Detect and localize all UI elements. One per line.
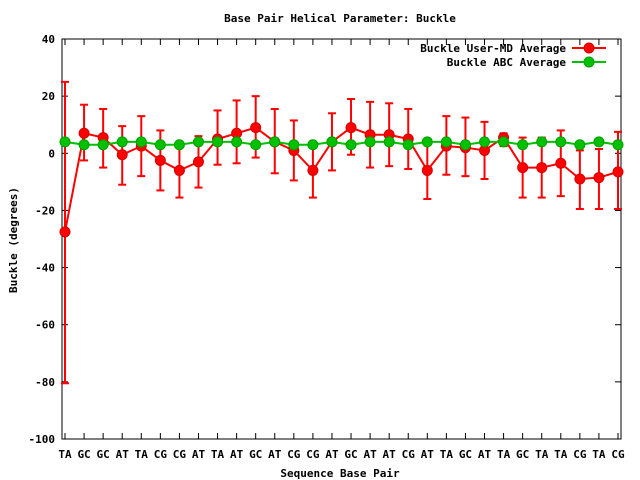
x-tick-label: GC bbox=[516, 448, 529, 461]
series-user-md bbox=[59, 80, 624, 385]
chart-title: Base Pair Helical Parameter: Buckle bbox=[224, 12, 456, 25]
legend-label-abc: Buckle ABC Average bbox=[447, 56, 567, 69]
x-tick-label: AT bbox=[116, 448, 130, 461]
x-tick-label: CG bbox=[402, 448, 416, 461]
x-tick-label: AT bbox=[325, 448, 339, 461]
data-point-user-md bbox=[593, 172, 605, 184]
data-point-abc bbox=[555, 136, 567, 148]
data-point-user-md bbox=[612, 166, 624, 178]
data-point-abc bbox=[536, 136, 548, 148]
data-point-abc bbox=[192, 136, 204, 148]
x-tick-label: GC bbox=[344, 448, 357, 461]
data-point-abc bbox=[383, 136, 395, 148]
data-point-abc bbox=[288, 139, 300, 151]
plot-frame bbox=[61, 38, 622, 440]
x-tick-label: AT bbox=[478, 448, 492, 461]
data-point-user-md bbox=[250, 122, 262, 134]
data-point-abc bbox=[97, 139, 109, 151]
data-point-abc bbox=[517, 139, 529, 151]
data-point-user-md bbox=[574, 173, 586, 185]
data-point-abc bbox=[154, 139, 166, 151]
y-tick-label: -80 bbox=[35, 376, 55, 389]
x-tick-label: TA bbox=[211, 448, 225, 461]
x-tick-label: GC bbox=[97, 448, 110, 461]
data-point-user-md bbox=[192, 156, 204, 168]
y-tick-label: -60 bbox=[35, 319, 55, 332]
data-point-abc bbox=[231, 136, 243, 148]
legend: Buckle User-MD Average Buckle ABC Averag… bbox=[420, 42, 606, 69]
y-axis-label: Buckle (degrees) bbox=[7, 187, 20, 293]
data-point-user-md bbox=[307, 164, 319, 176]
x-tick-label: AT bbox=[230, 448, 244, 461]
data-point-abc bbox=[479, 136, 491, 148]
data-point-user-md bbox=[536, 162, 548, 174]
data-point-abc bbox=[116, 136, 128, 148]
x-tick-label: CG bbox=[573, 448, 587, 461]
data-point-user-md bbox=[421, 164, 433, 176]
y-tick-label: -20 bbox=[35, 204, 55, 217]
x-tick-label: TA bbox=[135, 448, 149, 461]
legend-marker-abc bbox=[583, 56, 595, 68]
x-tick-label: CG bbox=[173, 448, 187, 461]
x-axis-label: Sequence Base Pair bbox=[280, 467, 400, 480]
data-point-user-md bbox=[555, 157, 567, 169]
x-tick-label: GC bbox=[249, 448, 262, 461]
y-tick-label: 20 bbox=[42, 90, 55, 103]
data-point-abc bbox=[440, 136, 452, 148]
series-line-abc bbox=[64, 140, 619, 146]
legend-marker-user-md bbox=[583, 42, 595, 54]
y-tick-label: -100 bbox=[29, 433, 56, 446]
x-tick-label: GC bbox=[459, 448, 472, 461]
x-tick-label: AT bbox=[383, 448, 397, 461]
data-point-abc bbox=[307, 139, 319, 151]
data-point-user-md bbox=[517, 162, 529, 174]
data-point-abc bbox=[345, 139, 357, 151]
data-point-abc bbox=[364, 136, 376, 148]
data-point-abc bbox=[326, 136, 338, 148]
data-point-user-md bbox=[345, 122, 357, 134]
x-tick-label: CG bbox=[611, 448, 625, 461]
x-tick-label: AT bbox=[363, 448, 377, 461]
data-point-abc bbox=[498, 136, 510, 148]
x-axis: TA GC GC AT TA CG CG AT TA AT GC AT CG CG AT GC AT AT CG AT… bbox=[58, 39, 625, 461]
x-tick-label: AT bbox=[421, 448, 435, 461]
x-tick-label: CG bbox=[154, 448, 168, 461]
y-tick-label: 40 bbox=[42, 33, 55, 46]
data-point-abc bbox=[269, 136, 281, 148]
data-point-abc bbox=[59, 136, 71, 148]
data-point-abc bbox=[574, 139, 586, 151]
data-point-user-md bbox=[173, 164, 185, 176]
x-tick-label: TA bbox=[58, 448, 72, 461]
x-tick-label: TA bbox=[535, 448, 549, 461]
data-point-abc bbox=[250, 139, 262, 151]
data-point-user-md bbox=[59, 226, 71, 238]
y-tick-label: 0 bbox=[48, 147, 55, 160]
x-tick-label: TA bbox=[440, 448, 454, 461]
x-tick-label: AT bbox=[268, 448, 282, 461]
x-tick-label: GC bbox=[77, 448, 90, 461]
data-point-user-md bbox=[78, 127, 90, 139]
data-point-abc bbox=[612, 139, 624, 151]
x-tick-label: TA bbox=[497, 448, 511, 461]
data-point-abc bbox=[78, 139, 90, 151]
y-axis: 40 20 0 -20 -40 -60 -80 -100 bbox=[29, 33, 621, 446]
data-point-abc bbox=[421, 136, 433, 148]
data-point-abc bbox=[173, 139, 185, 151]
legend-label-user-md: Buckle User-MD Average bbox=[420, 42, 566, 55]
data-point-abc bbox=[459, 139, 471, 151]
data-point-user-md bbox=[116, 149, 128, 161]
x-tick-label: TA bbox=[592, 448, 606, 461]
y-tick-label: -40 bbox=[35, 262, 55, 275]
x-tick-label: TA bbox=[554, 448, 568, 461]
x-tick-label: AT bbox=[192, 448, 206, 461]
x-tick-label: CG bbox=[287, 448, 301, 461]
data-point-abc bbox=[402, 139, 414, 151]
x-tick-label: CG bbox=[306, 448, 320, 461]
data-point-user-md bbox=[154, 154, 166, 166]
data-point-abc bbox=[593, 136, 605, 148]
series-abc bbox=[59, 136, 624, 151]
data-point-abc bbox=[135, 136, 147, 148]
data-point-abc bbox=[212, 136, 224, 148]
